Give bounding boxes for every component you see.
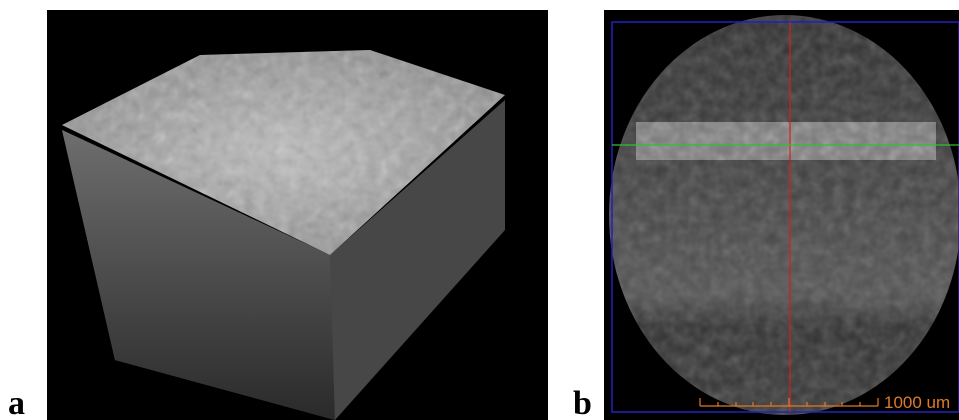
ct-slice bbox=[609, 15, 959, 415]
figure: a 1000 um b bbox=[0, 0, 959, 420]
panel-label: a bbox=[8, 385, 25, 420]
scale-label: 1000 um bbox=[884, 393, 950, 412]
panel-label: b bbox=[573, 385, 592, 420]
